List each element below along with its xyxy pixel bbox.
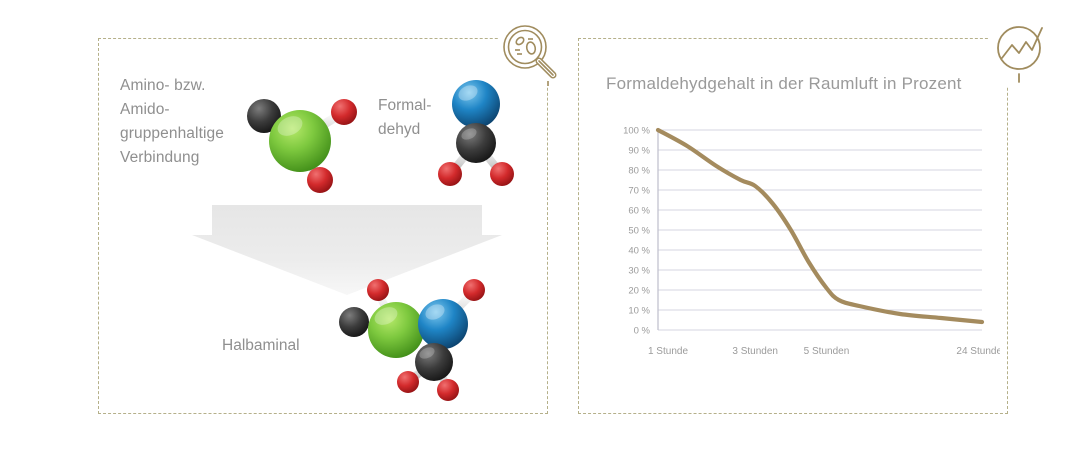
atom-red	[367, 279, 389, 301]
reactant-label: Amino- bzw. Amido- gruppenhaltige Verbin…	[120, 74, 270, 170]
y-axis-tick-label: 20 %	[628, 286, 650, 297]
atom-red	[331, 99, 357, 125]
y-axis-tick-label: 10 %	[628, 306, 650, 317]
magnifier-molecules-icon	[498, 20, 564, 86]
x-axis-tick-label: 5 Stunden	[804, 346, 850, 357]
x-axis-tick-label: 1 Stunde	[648, 346, 688, 357]
line-chart-circle-icon	[988, 20, 1054, 86]
formaldehyde-label: Formal- dehyd	[378, 94, 456, 142]
reactant-label-line-4: Verbindung	[120, 149, 200, 167]
formaldehyde-label-line-2: dehyd	[378, 121, 421, 139]
formaldehyde-molecule	[434, 72, 518, 192]
y-axis-tick-label: 70 %	[628, 186, 650, 197]
amino-compound-molecule	[238, 84, 368, 196]
y-axis-tick-label: 80 %	[628, 166, 650, 177]
reactant-label-line-3: gruppenhaltige	[120, 125, 224, 143]
atom-blue	[418, 299, 468, 349]
chart-title: Formaldehydgehalt in der Raumluft in Pro…	[606, 74, 962, 93]
down-arrow-icon	[192, 205, 502, 295]
y-axis-tick-label: 50 %	[628, 226, 650, 237]
halbaminal-molecule	[328, 276, 504, 406]
chart-panel	[578, 38, 1008, 414]
y-axis-tick-label: 30 %	[628, 266, 650, 277]
atom-blue	[452, 80, 500, 128]
atom-black-center	[456, 123, 496, 163]
atom-green-center	[368, 302, 424, 358]
y-axis-tick-label: 60 %	[628, 206, 650, 217]
y-axis-tick-label: 40 %	[628, 246, 650, 257]
atom-red	[490, 162, 514, 186]
reactant-label-line-2: Amido-	[120, 101, 170, 119]
atom-red	[438, 162, 462, 186]
chart-series-line	[655, 127, 985, 325]
reaction-panel	[98, 38, 548, 414]
reactant-label-line-1: Amino- bzw.	[120, 77, 206, 94]
y-axis-tick-label: 100 %	[623, 126, 650, 137]
formaldehyde-label-line-1: Formal-	[378, 97, 432, 114]
x-axis-tick-label: 3 Stunden	[732, 346, 778, 357]
product-label: Halbaminal	[222, 337, 300, 354]
y-axis-tick-label: 0 %	[634, 326, 651, 337]
atom-red	[397, 371, 419, 393]
line-chart: 100 % 90 % 80 % 70 % 60 % 50 % 40 % 30 % 20 % 10 …	[600, 118, 1000, 378]
x-axis-tick-label: 24 Stunden	[956, 346, 1000, 357]
atom-red	[463, 279, 485, 301]
atom-black	[415, 343, 453, 381]
atom-black	[339, 307, 369, 337]
y-axis-tick-label: 90 %	[628, 146, 650, 157]
atom-red	[307, 167, 333, 193]
atom-black	[247, 99, 281, 133]
atom-red	[437, 379, 459, 401]
atom-green-center	[269, 110, 331, 172]
